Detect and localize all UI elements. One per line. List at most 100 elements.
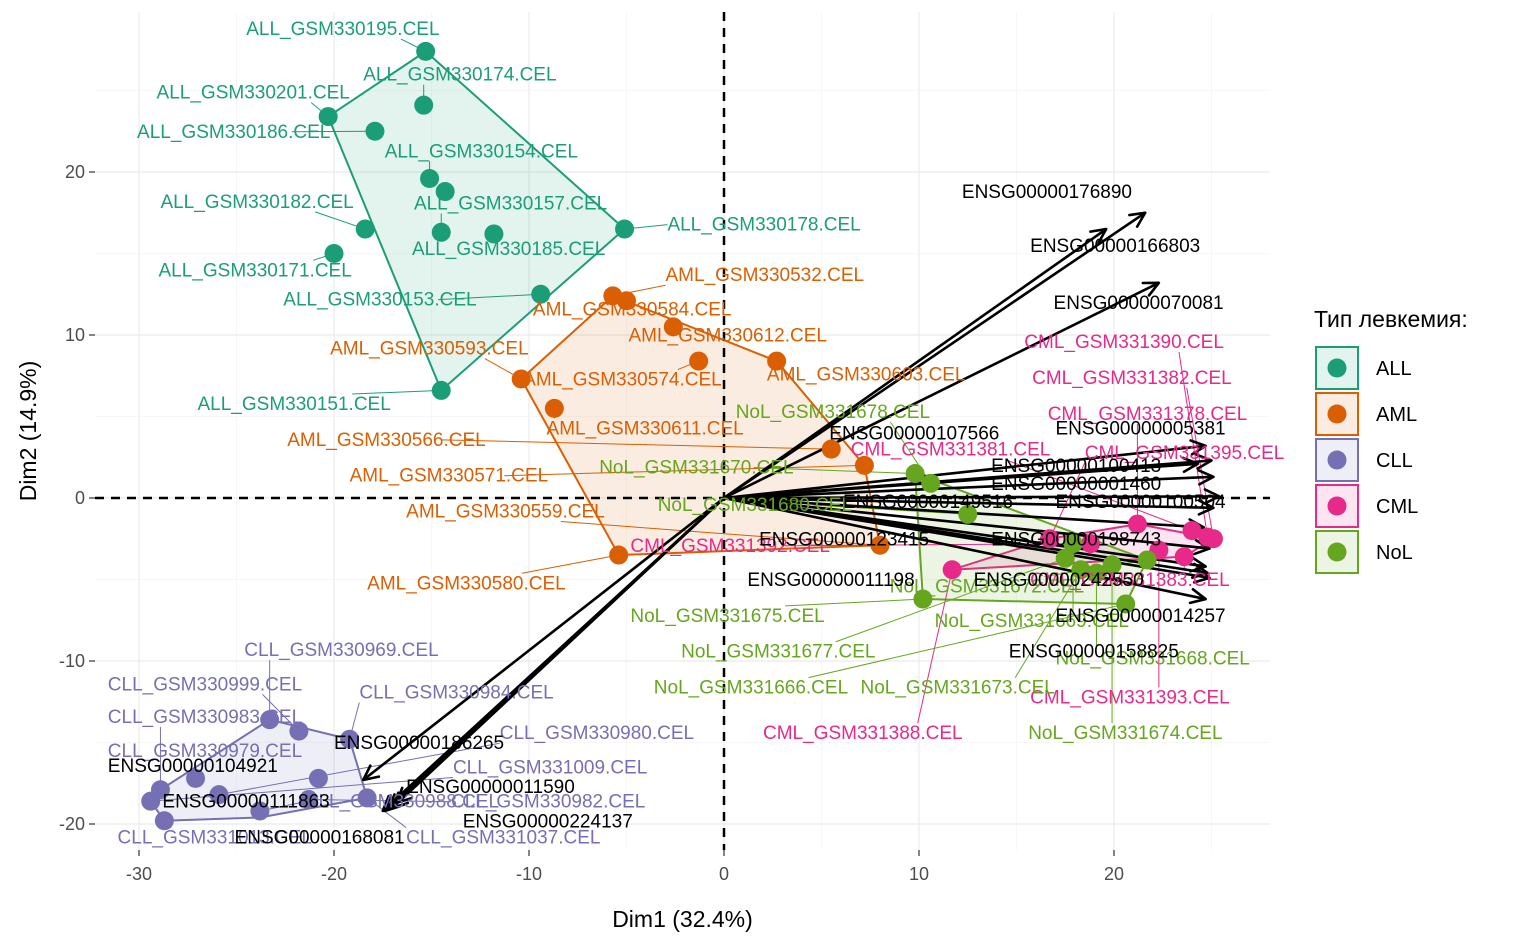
point-label: CML_GSM331378.CEL	[1048, 404, 1248, 425]
data-point-nol	[1063, 534, 1083, 554]
label-leader	[291, 130, 375, 133]
point-label: CLL_GSM330984.CEL	[359, 682, 553, 703]
point-label: CLL_GSM330983.CEL	[108, 707, 302, 728]
legend-marker-nol	[1327, 542, 1347, 562]
data-point-cml	[1127, 514, 1147, 534]
data-point-cll	[357, 788, 377, 808]
label-leader	[1014, 569, 1082, 678]
point-label: AML_GSM330574.CEL	[523, 370, 722, 391]
data-point-cll	[141, 791, 161, 811]
legend-key-nol	[1315, 530, 1359, 574]
data-point-cll	[186, 768, 206, 788]
point-label: NoL_GSM331669.CEL	[935, 611, 1129, 632]
variable-label: ENSG00000123415	[759, 529, 929, 550]
arrow-shaft	[723, 496, 1206, 601]
legend-title: Тип левкемия:	[1314, 306, 1468, 332]
arrow-shaft	[723, 444, 1206, 500]
point-label: CML_GSM331381.CEL	[851, 440, 1051, 461]
point-label: CML_GSM331390.CEL	[1024, 332, 1224, 353]
y-tick-label: 0	[75, 488, 85, 508]
point-label: CLL_GSM330969.CEL	[244, 640, 438, 661]
variable-label: ENSG00000168081	[235, 828, 405, 849]
variable-label: ENSG00000107566	[829, 423, 999, 444]
label-leader	[1049, 462, 1086, 539]
data-point-nol	[1102, 555, 1122, 575]
arrow-shaft	[383, 497, 725, 812]
point-label: CLL_GSM330988.CEL	[305, 792, 499, 813]
data-point-nol	[1071, 560, 1091, 580]
data-point-all	[431, 222, 451, 242]
arrow-head	[1189, 439, 1207, 456]
data-point-nol	[1086, 563, 1106, 583]
arrow-head	[361, 764, 381, 782]
data-point-nol	[905, 464, 925, 484]
label-leader	[1186, 387, 1214, 539]
arrow-shaft	[723, 281, 1160, 500]
data-point-nol	[1055, 548, 1075, 568]
point-label: ALL_GSM330174.CEL	[363, 65, 556, 86]
variable-label: ENSG00000070081	[1054, 293, 1224, 314]
data-point-all	[435, 182, 455, 202]
point-labels: ALL_GSM330195.CEL ALL_GSM330201.CEL ALL_GS…	[108, 19, 1285, 848]
data-point-cml	[1174, 547, 1194, 567]
data-point-cll	[289, 721, 309, 741]
point-label: NoL_GSM331677.CEL	[681, 642, 875, 663]
arrow-shaft	[723, 496, 1214, 510]
point-label: CML_GSM331383.CEL	[1030, 570, 1230, 591]
data-point-all	[414, 95, 434, 115]
legend-marker-cll	[1327, 450, 1347, 470]
grid	[95, 12, 1270, 850]
x-tick-label: -10	[516, 864, 542, 884]
legend-label-cll: CLL	[1376, 450, 1413, 472]
point-label: NoL_GSM331674.CEL	[1028, 723, 1222, 744]
point-label: ALL_GSM330186.CEL	[137, 122, 330, 143]
data-point-cml	[1040, 529, 1060, 549]
arrow-head	[1197, 499, 1215, 516]
label-leader	[150, 776, 453, 802]
data-point-nol	[1116, 594, 1136, 614]
point-label: ALL_GSM330151.CEL	[198, 394, 391, 415]
x-tick-label: 10	[909, 864, 929, 884]
data-point-cll	[308, 768, 328, 788]
label-leader	[521, 554, 619, 574]
variable-label: ENSG00000014257	[1056, 606, 1226, 627]
data-point-cll	[260, 710, 280, 730]
arrow-head	[1181, 456, 1200, 474]
arrow-shaft	[723, 496, 1206, 568]
arrow-head	[1141, 281, 1161, 297]
x-tick-label: -20	[321, 864, 347, 884]
point-label: AML_GSM330571.CEL	[350, 466, 549, 487]
point-label: CML_GSM331392.CEL	[630, 536, 830, 557]
point-label: NoL_GSM331675.CEL	[630, 606, 824, 627]
point-label: CLL_GSM330999.CEL	[108, 674, 302, 695]
label-leader	[560, 521, 881, 546]
point-label: AML_GSM330566.CEL	[287, 430, 486, 451]
data-point-cml	[1081, 534, 1101, 554]
variable-label: ENSG00000198743	[991, 529, 1161, 550]
point-label: ALL_GSM330185.CEL	[412, 239, 605, 260]
point-label: AML_GSM330593.CEL	[330, 339, 529, 360]
label-leader	[917, 569, 953, 724]
data-point-cll	[209, 785, 229, 805]
point-label: ALL_GSM330154.CEL	[385, 141, 578, 162]
data-point-cll	[299, 790, 319, 810]
variable-label: ENSG00000166803	[1030, 236, 1200, 257]
y-tick-label: 20	[65, 162, 85, 182]
legend-label-cml: CML	[1376, 496, 1418, 518]
variable-label: ENSG00000100504	[1056, 492, 1227, 513]
arrow-shaft	[362, 496, 725, 782]
variable-label: ENSG00000149516	[843, 492, 1013, 513]
point-label: AML_GSM330584.CEL	[533, 299, 732, 320]
point-label: NoL_GSM331670.CEL	[599, 458, 793, 479]
arrow-shaft	[723, 459, 1212, 500]
data-point-all	[324, 244, 344, 263]
arrow-head	[1188, 587, 1207, 605]
point-label: CML_GSM331395.CEL	[1085, 443, 1285, 464]
data-point-all	[420, 169, 440, 189]
label-leader	[441, 439, 832, 450]
point-label: CML_GSM331382.CEL	[1032, 368, 1232, 389]
legend-marker-cml	[1327, 496, 1347, 516]
point-label: CLL_GSM331009.CEL	[453, 757, 647, 778]
